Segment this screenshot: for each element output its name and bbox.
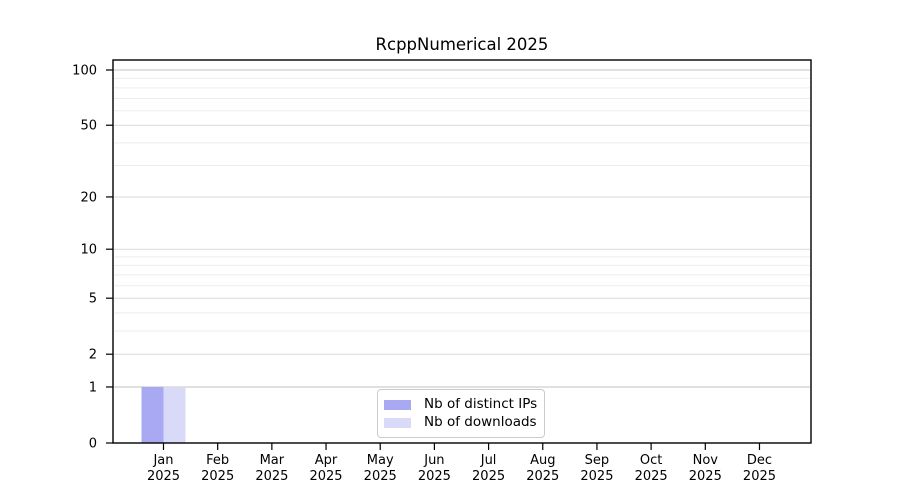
legend-item-downloads: Nb of downloads: [384, 414, 537, 430]
x-tick-year-feb: 2025: [201, 469, 234, 484]
chart-title: RcppNumerical 2025: [375, 35, 549, 54]
x-tick-label-may: May: [367, 453, 394, 468]
x-tick-year-dec: 2025: [743, 469, 776, 484]
legend-swatch-downloads: [384, 417, 411, 428]
x-tick-label-aug: Aug: [530, 453, 555, 468]
x-tick-label-sep: Sep: [585, 453, 610, 468]
legend-label-distinct-ips: Nb of distinct IPs: [424, 396, 538, 412]
x-tick-label-oct: Oct: [640, 453, 662, 468]
x-tick-label-mar: Mar: [260, 453, 285, 468]
y-tick-label-50: 50: [80, 119, 97, 134]
x-tick-year-apr: 2025: [309, 469, 342, 484]
x-tick-label-jun: Jun: [423, 453, 444, 468]
x-tick-label-jul: Jul: [480, 453, 497, 468]
bar-downloads-jan: [163, 386, 186, 443]
x-tick-year-mar: 2025: [255, 469, 288, 484]
x-tick-year-aug: 2025: [526, 469, 559, 484]
plot-border: [112, 59, 812, 444]
x-tick-year-oct: 2025: [635, 469, 668, 484]
y-tick-label-5: 5: [89, 292, 97, 307]
x-tick-label-dec: Dec: [747, 453, 772, 468]
x-tick-year-jan: 2025: [147, 469, 180, 484]
x-tick-year-nov: 2025: [689, 469, 722, 484]
y-tick-label-10: 10: [80, 243, 97, 258]
y-tick-label-0: 0: [89, 437, 97, 452]
x-tick-label-nov: Nov: [693, 453, 719, 468]
y-tick-label-1: 1: [89, 380, 97, 395]
x-tick-year-may: 2025: [364, 469, 397, 484]
x-tick-label-feb: Feb: [206, 453, 229, 468]
y-tick-label-100: 100: [72, 64, 97, 79]
legend: Nb of distinct IPs Nb of downloads: [377, 389, 545, 438]
legend-swatch-distinct-ips: [384, 399, 411, 410]
x-tick-label-jan: Jan: [152, 453, 173, 468]
bar-distinct-ips-jan: [141, 386, 164, 443]
y-tick-label-20: 20: [80, 190, 97, 205]
legend-item-distinct-ips: Nb of distinct IPs: [384, 396, 538, 412]
x-tick-year-jul: 2025: [472, 469, 505, 484]
x-tick-year-sep: 2025: [580, 469, 613, 484]
y-tick-label-2: 2: [89, 348, 97, 363]
x-tick-label-apr: Apr: [315, 453, 338, 468]
legend-label-downloads: Nb of downloads: [424, 414, 537, 430]
x-tick-year-jun: 2025: [418, 469, 451, 484]
